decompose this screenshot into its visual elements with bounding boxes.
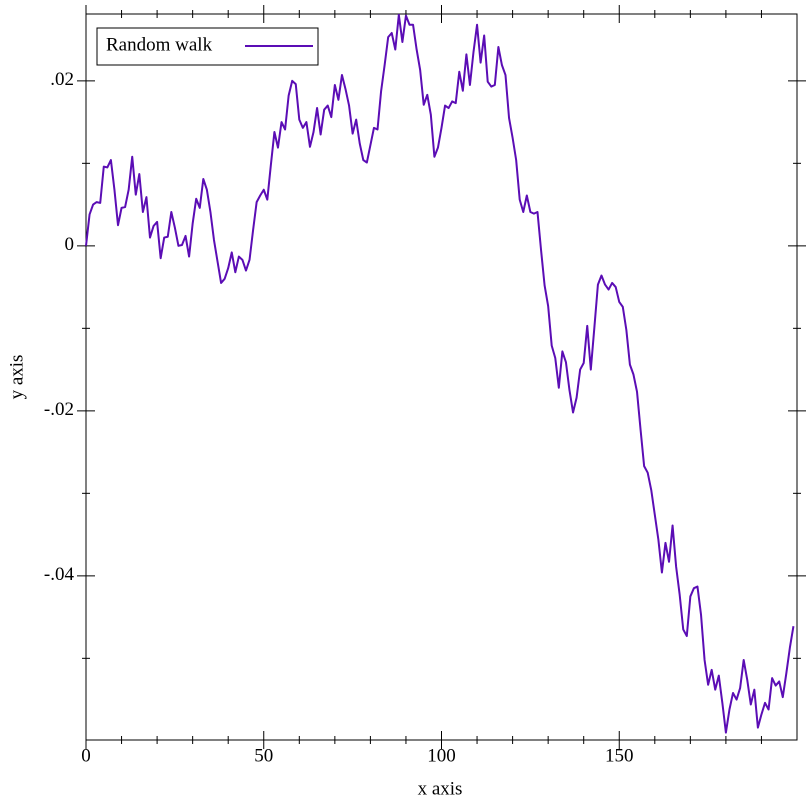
- y-tick-label: .02: [50, 69, 74, 90]
- x-tick-label: 100: [427, 745, 456, 766]
- y-tick-label: -.02: [44, 399, 74, 420]
- x-tick-label: 0: [81, 745, 91, 766]
- x-tick-label: 150: [605, 745, 634, 766]
- x-tick-label: 50: [254, 745, 273, 766]
- x-axis-title: x axis: [418, 778, 463, 799]
- y-tick-label: -.04: [44, 564, 75, 585]
- y-tick-label: 0: [65, 234, 75, 255]
- legend-label: Random walk: [106, 34, 213, 55]
- data-line: [85, 13, 795, 734]
- y-axis-title: y axis: [6, 355, 27, 400]
